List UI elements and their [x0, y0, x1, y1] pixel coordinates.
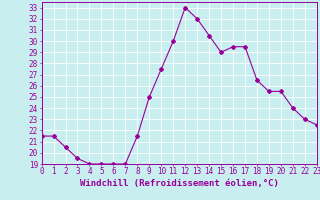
- X-axis label: Windchill (Refroidissement éolien,°C): Windchill (Refroidissement éolien,°C): [80, 179, 279, 188]
